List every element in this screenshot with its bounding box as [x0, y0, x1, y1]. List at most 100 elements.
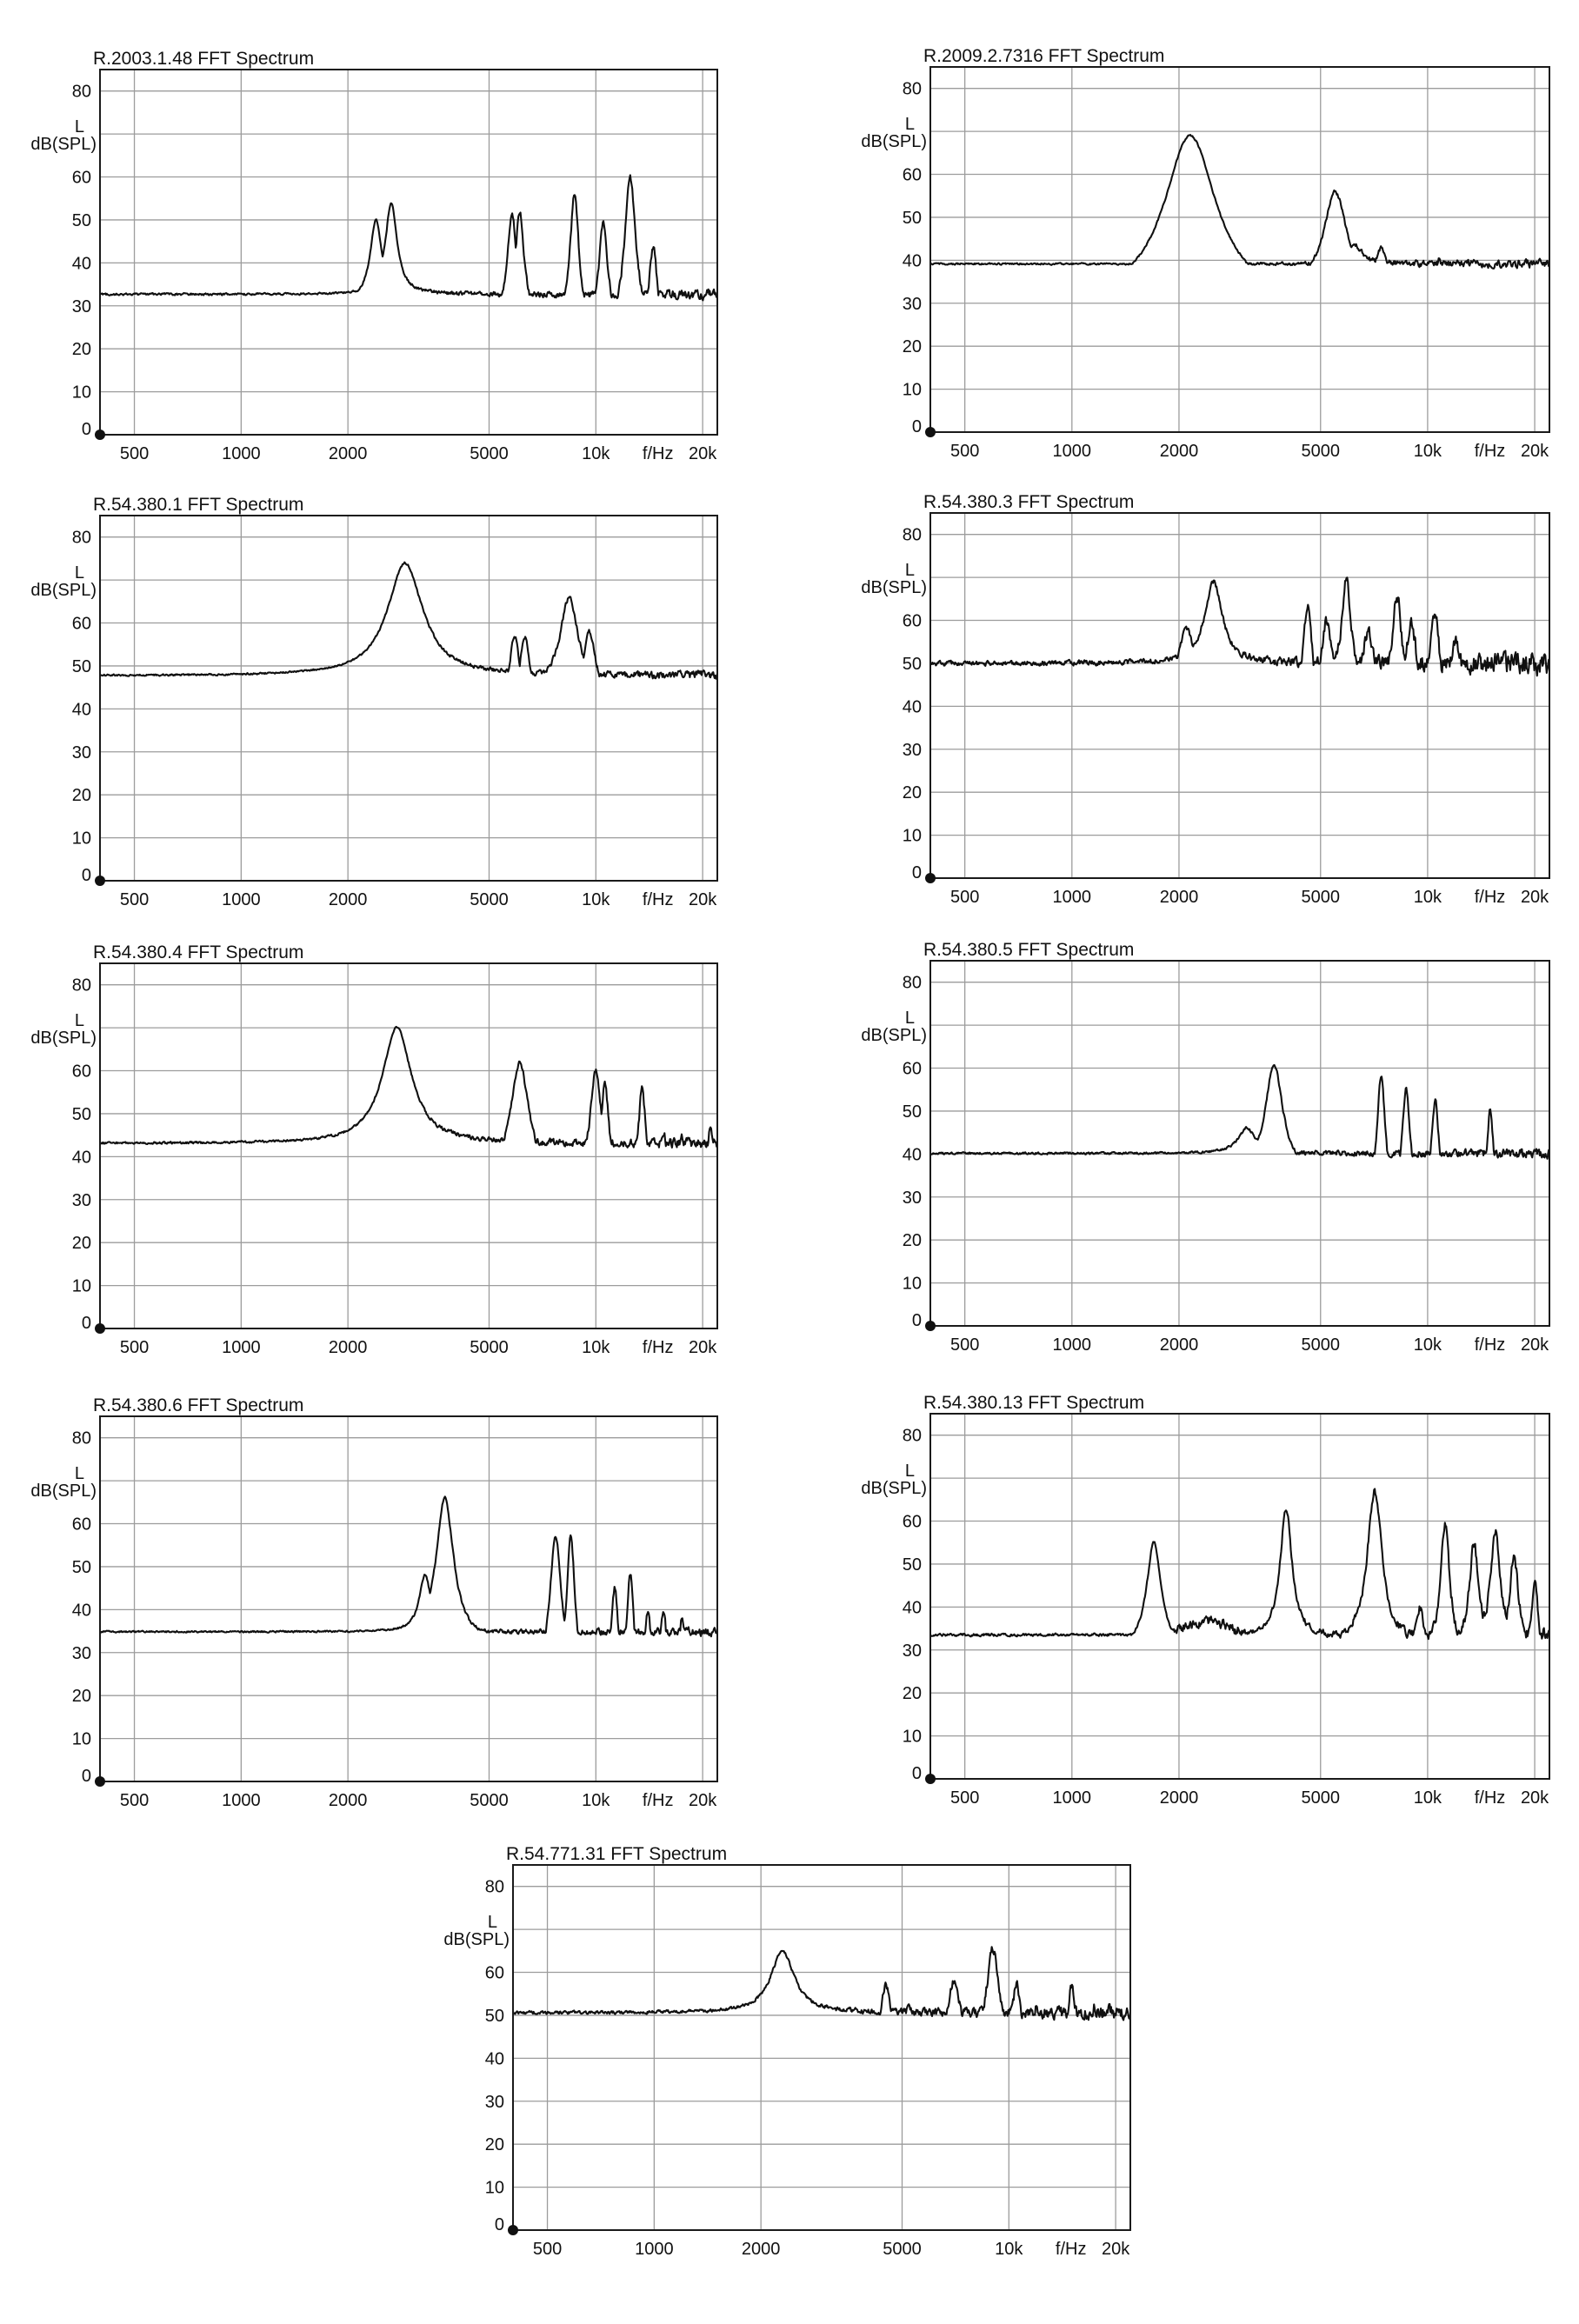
x-tick-label: 5000: [1302, 888, 1341, 907]
x-axis-label: f/Hz: [643, 1338, 674, 1357]
x-tick-label: 20k: [1521, 1788, 1549, 1808]
x-tick-label: 1000: [222, 1791, 261, 1810]
x-tick-label: 5000: [470, 890, 509, 909]
plot-frame: [99, 962, 718, 1329]
x-tick-label: 1000: [222, 890, 261, 909]
x-tick-label: 10k: [582, 890, 610, 909]
x-tick-label: 1000: [222, 444, 261, 463]
y-tick-label: 30: [72, 1191, 91, 1210]
x-tick-label: 5000: [1302, 442, 1341, 461]
plot-area: [100, 516, 717, 881]
y-tick-label: 0: [82, 1314, 91, 1333]
x-axis-label: f/Hz: [1475, 1335, 1506, 1355]
plot-area: [930, 513, 1549, 878]
chart-title: R.54.771.31 FFT Spectrum: [506, 1844, 727, 1864]
origin-marker: [925, 427, 936, 437]
y-tick-label: 40: [72, 254, 91, 273]
y-tick-label: 20: [72, 1234, 91, 1253]
spectrum-series-line: [99, 1495, 718, 1638]
y-tick-label: 80: [903, 1427, 922, 1446]
y-axis-label: L: [905, 115, 915, 134]
x-tick-label: 20k: [1102, 2240, 1130, 2259]
spectrum-series-line: [99, 561, 719, 680]
x-tick-label: 20k: [689, 890, 717, 909]
y-tick-label: 30: [72, 1644, 91, 1663]
x-tick-label: 500: [120, 890, 149, 909]
origin-marker: [95, 430, 105, 440]
spectrum-panel: R.54.380.1 FFT Spectrum 0 10 20 30 40 50 60 80 Ld…: [30, 495, 719, 909]
x-tick-label: 1000: [1053, 888, 1092, 907]
spectrum-series-line: [99, 1025, 718, 1149]
y-tick-label: 40: [72, 1601, 91, 1620]
x-tick-label: 500: [533, 2240, 562, 2259]
spectrum-series-line: [99, 174, 719, 302]
x-tick-label: 5000: [1302, 1788, 1341, 1808]
y-tick-label: 40: [72, 700, 91, 719]
y-tick-label: 20: [72, 340, 91, 359]
x-tick-label: 1000: [1053, 442, 1092, 461]
plot-frame: [929, 66, 1550, 433]
chart-title: R.2003.1.48 FFT Spectrum: [93, 49, 314, 69]
y-tick-label: 0: [912, 863, 922, 882]
x-axis-label: f/Hz: [643, 444, 674, 463]
y-tick-label: 60: [903, 612, 922, 631]
plot-area: [100, 1416, 717, 1781]
chart-title: R.54.380.3 FFT Spectrum: [923, 492, 1134, 512]
plot-area: [930, 67, 1549, 432]
y-tick-label: 80: [72, 83, 91, 102]
spectrum-panel: R.2003.1.48 FFT Spectrum 0 10 20 30 40 50 60 80 L…: [30, 49, 719, 463]
x-tick-label: 20k: [689, 1791, 717, 1810]
x-tick-label: 1000: [635, 2240, 674, 2259]
y-tick-label: 20: [485, 2135, 504, 2154]
y-tick-label: 0: [912, 1311, 922, 1330]
y-axis-unit: dB(SPL): [861, 1026, 927, 1045]
spectrum-series-line: [929, 134, 1550, 270]
plot-frame: [99, 515, 718, 882]
y-tick-label: 80: [72, 529, 91, 548]
spectrum-panel: R.54.771.31 FFT Spectrum 0 10 20 30 40 50 60 80 L…: [443, 1844, 1132, 2259]
y-axis-unit: dB(SPL): [861, 578, 927, 597]
x-axis-label: f/Hz: [1475, 888, 1506, 907]
x-tick-label: 500: [120, 1338, 149, 1357]
spectrum-panel: R.54.380.4 FFT Spectrum 0 10 20 30 40 50 60 80 Ld…: [30, 942, 718, 1357]
chart-title: R.2009.2.7316 FFT Spectrum: [923, 46, 1164, 66]
y-tick-label: 30: [903, 1641, 922, 1661]
y-tick-label: 30: [903, 1189, 922, 1208]
origin-marker: [925, 1321, 936, 1331]
y-axis-unit: dB(SPL): [30, 1029, 97, 1048]
chart-title: R.54.380.13 FFT Spectrum: [923, 1393, 1144, 1413]
x-tick-label: 10k: [1414, 1335, 1442, 1355]
x-tick-label: 10k: [1414, 888, 1442, 907]
x-tick-label: 1000: [222, 1338, 261, 1357]
y-tick-label: 10: [903, 381, 922, 400]
origin-marker: [925, 873, 936, 883]
x-tick-label: 2000: [1160, 1788, 1199, 1808]
x-tick-label: 10k: [582, 1338, 610, 1357]
y-tick-label: 10: [485, 2179, 504, 2198]
plot-area: [100, 963, 717, 1328]
y-tick-label: 60: [485, 1964, 504, 1983]
y-tick-label: 30: [72, 743, 91, 762]
y-tick-label: 10: [903, 827, 922, 846]
x-axis-label: f/Hz: [1475, 1788, 1506, 1808]
y-axis-label: L: [905, 1462, 915, 1481]
y-tick-label: 50: [72, 1105, 91, 1124]
y-tick-label: 30: [903, 741, 922, 760]
y-tick-label: 60: [72, 169, 91, 188]
y-tick-label: 20: [903, 1684, 922, 1703]
x-tick-label: 20k: [689, 444, 717, 463]
x-tick-label: 20k: [689, 1338, 717, 1357]
y-tick-label: 30: [72, 297, 91, 316]
x-tick-label: 2000: [742, 2240, 781, 2259]
y-axis-label: L: [488, 1913, 497, 1932]
x-tick-label: 1000: [1053, 1788, 1092, 1808]
x-tick-label: 5000: [470, 444, 509, 463]
y-tick-label: 50: [485, 2007, 504, 2026]
x-axis-label: f/Hz: [1056, 2240, 1087, 2259]
y-tick-label: 40: [903, 1598, 922, 1617]
y-axis-label: L: [75, 1011, 84, 1030]
y-axis-label: L: [75, 117, 84, 137]
y-tick-label: 50: [903, 209, 922, 228]
chart-title: R.54.380.1 FFT Spectrum: [93, 495, 303, 515]
